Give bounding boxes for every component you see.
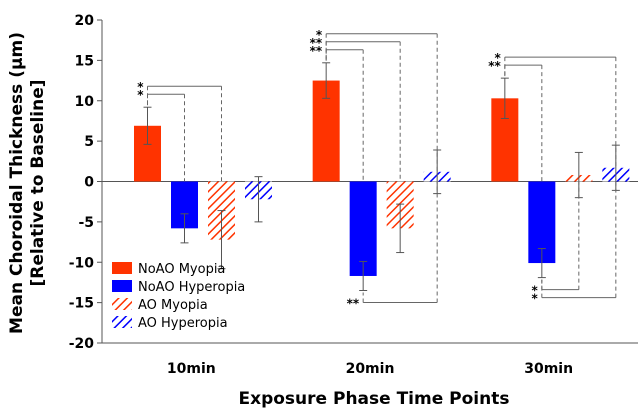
legend-item: AO Myopia [112, 298, 208, 313]
legend-label: NoAO Myopia [138, 262, 225, 277]
x-axis-title: Exposure Phase Time Points [239, 389, 510, 409]
y-tick-label: -5 [78, 215, 94, 231]
y-tick-label: 15 [75, 53, 94, 69]
error-bar [180, 213, 189, 244]
y-axis-title-line2: [Relative to Baseline] [28, 79, 48, 286]
significance-label: ** [347, 297, 360, 311]
bars [134, 62, 630, 292]
error-bar [500, 77, 509, 120]
error-bar [359, 260, 368, 292]
bar [349, 181, 377, 276]
legend-swatch [112, 262, 132, 274]
significance-label: * [532, 284, 539, 298]
x-tick-label: 10min [167, 361, 216, 377]
error-bar [396, 203, 405, 254]
y-tick-label: 20 [75, 13, 95, 29]
legend-swatch [112, 316, 132, 328]
y-tick-label: -20 [69, 336, 95, 352]
legend-item: NoAO Myopia [112, 262, 225, 277]
significance-label: * [316, 28, 323, 42]
significance-bracket: * [532, 181, 617, 306]
significance-bracket: * [316, 28, 438, 172]
x-tick-label: 20min [346, 361, 395, 377]
significance-bracket: ** [347, 181, 438, 311]
significance-label: * [532, 292, 539, 306]
legend-swatch [112, 280, 132, 292]
significance-label: * [137, 80, 144, 94]
y-axis-title-line1: Mean Choroidal Thickness (µm) [7, 32, 27, 334]
significance-bracket: * [137, 80, 222, 182]
y-tick-label: -10 [69, 255, 95, 271]
y-tick-label: -15 [69, 296, 94, 312]
error-bar [254, 176, 263, 223]
significance-label: ** [310, 44, 323, 58]
error-bar [217, 210, 226, 270]
error-bar [322, 62, 331, 99]
significance-label: ** [488, 59, 501, 73]
legend-label: AO Myopia [138, 298, 208, 313]
legend-label: AO Hyperopia [138, 316, 228, 331]
error-bar [143, 106, 152, 145]
significance-bracket: * [495, 51, 617, 168]
legend: NoAO Myopia NoAO Hyperopia AO Myopia AO Hyp… [112, 262, 245, 331]
significance-label: * [495, 51, 502, 65]
y-tick-label: 5 [84, 134, 94, 150]
significance-label: * [137, 88, 144, 102]
significance-label: ** [310, 36, 323, 50]
error-bar [537, 248, 546, 279]
y-tick-label: 10 [75, 94, 95, 110]
x-tick-label: 30min [524, 361, 573, 377]
significance-brackets: ************** [137, 28, 617, 311]
y-tick-label: 0 [84, 175, 94, 191]
legend-item: NoAO Hyperopia [112, 280, 245, 295]
significance-bracket: ** [310, 36, 401, 182]
legend-item: AO Hyperopia [112, 316, 228, 331]
legend-label: NoAO Hyperopia [138, 280, 245, 295]
legend-swatch [112, 298, 132, 310]
